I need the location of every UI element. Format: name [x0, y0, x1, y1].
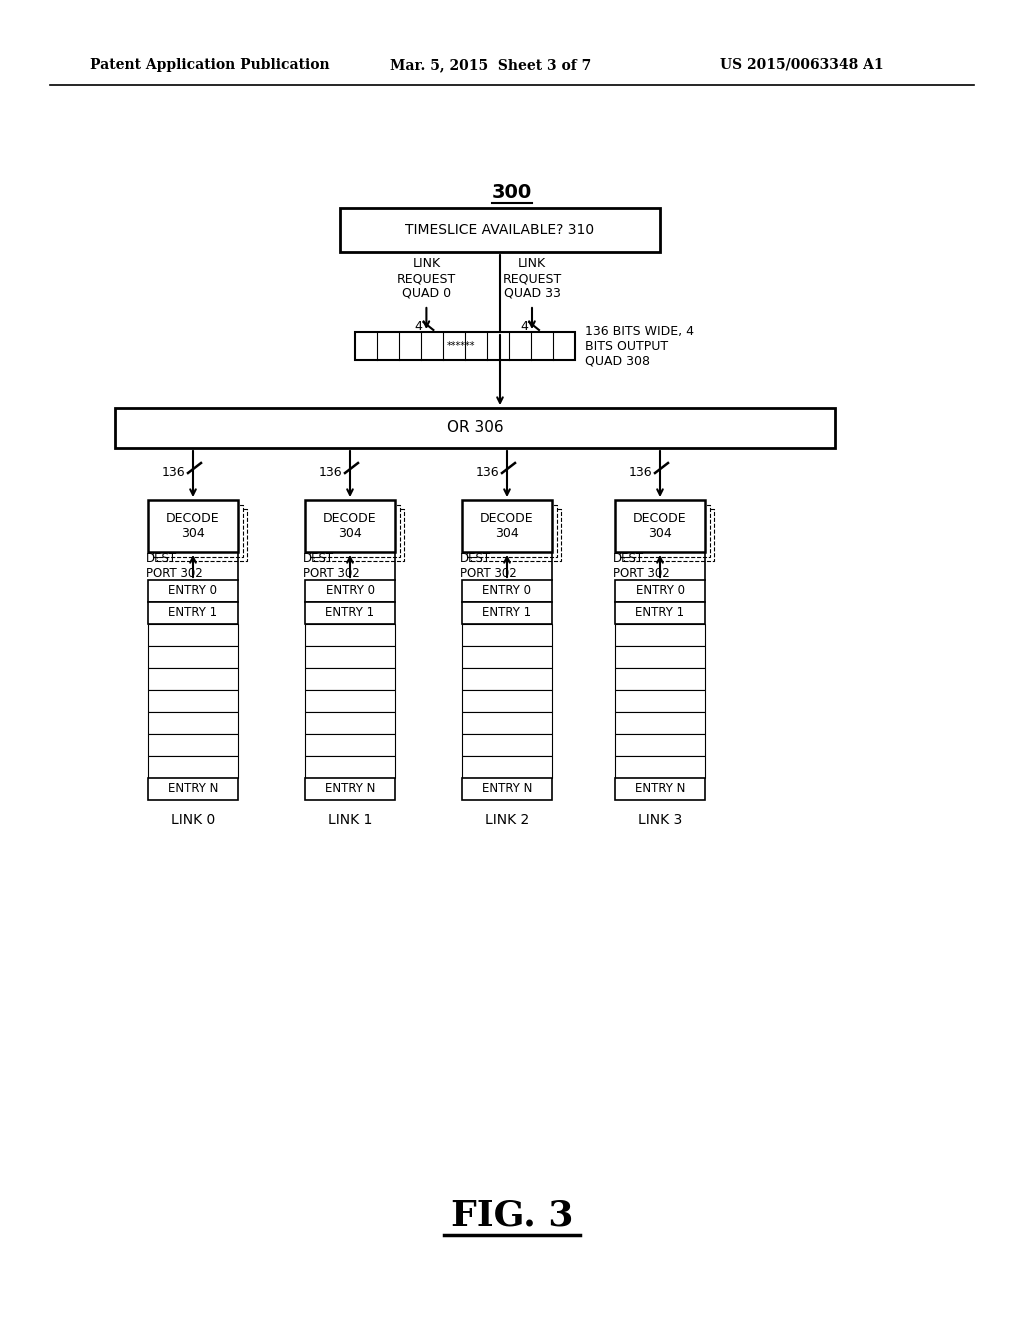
Bar: [305, 711, 395, 734]
Text: ENTRY 1: ENTRY 1: [168, 606, 217, 619]
Bar: [624, 510, 714, 561]
Bar: [615, 690, 705, 711]
Text: 4: 4: [520, 321, 528, 334]
Bar: [115, 408, 835, 447]
Bar: [305, 579, 395, 602]
Text: Patent Application Publication: Patent Application Publication: [90, 58, 330, 73]
Bar: [314, 510, 404, 561]
Text: 136 BITS WIDE, 4
BITS OUTPUT
QUAD 308: 136 BITS WIDE, 4 BITS OUTPUT QUAD 308: [585, 325, 694, 367]
Bar: [305, 756, 395, 777]
Text: DECODE
304: DECODE 304: [480, 512, 534, 540]
Text: 136: 136: [318, 466, 342, 479]
Bar: [615, 711, 705, 734]
Bar: [615, 579, 705, 602]
Text: DEST
PORT 302: DEST PORT 302: [460, 552, 517, 579]
Bar: [157, 510, 247, 561]
Bar: [462, 734, 552, 756]
Bar: [467, 506, 557, 557]
Bar: [340, 209, 660, 252]
Text: DEST
PORT 302: DEST PORT 302: [303, 552, 359, 579]
Bar: [462, 668, 552, 690]
Text: ENTRY 1: ENTRY 1: [636, 606, 685, 619]
Bar: [620, 506, 710, 557]
Bar: [305, 777, 395, 800]
Text: ENTRY 1: ENTRY 1: [326, 606, 375, 619]
Bar: [148, 777, 238, 800]
Bar: [462, 624, 552, 645]
Text: ENTRY N: ENTRY N: [168, 783, 218, 796]
Text: LINK
REQUEST
QUAD 33: LINK REQUEST QUAD 33: [503, 257, 561, 300]
Bar: [148, 668, 238, 690]
Bar: [615, 668, 705, 690]
Bar: [305, 500, 395, 552]
Text: ENTRY 1: ENTRY 1: [482, 606, 531, 619]
Text: ENTRY 0: ENTRY 0: [482, 585, 531, 598]
Bar: [615, 500, 705, 552]
Bar: [153, 506, 243, 557]
Bar: [471, 510, 561, 561]
Bar: [305, 690, 395, 711]
Text: ENTRY N: ENTRY N: [325, 783, 375, 796]
Bar: [305, 734, 395, 756]
Text: DEST
PORT 302: DEST PORT 302: [146, 552, 203, 579]
Bar: [462, 579, 552, 602]
Bar: [305, 624, 395, 645]
Bar: [305, 602, 395, 624]
Bar: [615, 645, 705, 668]
Text: LINK 0: LINK 0: [171, 813, 215, 828]
Bar: [462, 645, 552, 668]
Bar: [148, 602, 238, 624]
Text: FIG. 3: FIG. 3: [451, 1199, 573, 1232]
Bar: [148, 756, 238, 777]
Bar: [148, 711, 238, 734]
Bar: [462, 500, 552, 552]
Bar: [305, 668, 395, 690]
Text: LINK
REQUEST
QUAD 0: LINK REQUEST QUAD 0: [396, 257, 456, 300]
Bar: [615, 734, 705, 756]
Text: ENTRY 0: ENTRY 0: [169, 585, 217, 598]
Text: US 2015/0063348 A1: US 2015/0063348 A1: [720, 58, 884, 73]
Text: OR 306: OR 306: [446, 421, 504, 436]
Text: 300: 300: [492, 182, 532, 202]
Bar: [615, 777, 705, 800]
Bar: [148, 690, 238, 711]
Bar: [462, 711, 552, 734]
Text: DEST
PORT 302: DEST PORT 302: [613, 552, 670, 579]
Text: LINK 3: LINK 3: [638, 813, 682, 828]
Bar: [615, 756, 705, 777]
Text: 136: 136: [162, 466, 185, 479]
Bar: [305, 645, 395, 668]
Text: Mar. 5, 2015  Sheet 3 of 7: Mar. 5, 2015 Sheet 3 of 7: [390, 58, 591, 73]
Text: LINK 2: LINK 2: [485, 813, 529, 828]
Text: 4: 4: [415, 321, 422, 334]
Text: DECODE
304: DECODE 304: [324, 512, 377, 540]
Bar: [462, 756, 552, 777]
Bar: [310, 506, 400, 557]
Text: ******: ******: [446, 341, 475, 351]
Bar: [462, 690, 552, 711]
Text: ENTRY 0: ENTRY 0: [636, 585, 684, 598]
Bar: [148, 624, 238, 645]
Text: ENTRY 0: ENTRY 0: [326, 585, 375, 598]
Bar: [148, 645, 238, 668]
Bar: [148, 500, 238, 552]
Text: DECODE
304: DECODE 304: [166, 512, 220, 540]
Bar: [462, 602, 552, 624]
Text: TIMESLICE AVAILABLE? 310: TIMESLICE AVAILABLE? 310: [406, 223, 595, 238]
Bar: [355, 333, 575, 360]
Bar: [615, 602, 705, 624]
Text: 136: 136: [475, 466, 499, 479]
Bar: [615, 624, 705, 645]
Text: LINK 1: LINK 1: [328, 813, 372, 828]
Text: 136: 136: [629, 466, 652, 479]
Bar: [148, 734, 238, 756]
Text: ENTRY N: ENTRY N: [482, 783, 532, 796]
Text: DECODE
304: DECODE 304: [633, 512, 687, 540]
Bar: [462, 777, 552, 800]
Text: ENTRY N: ENTRY N: [635, 783, 685, 796]
Bar: [148, 579, 238, 602]
